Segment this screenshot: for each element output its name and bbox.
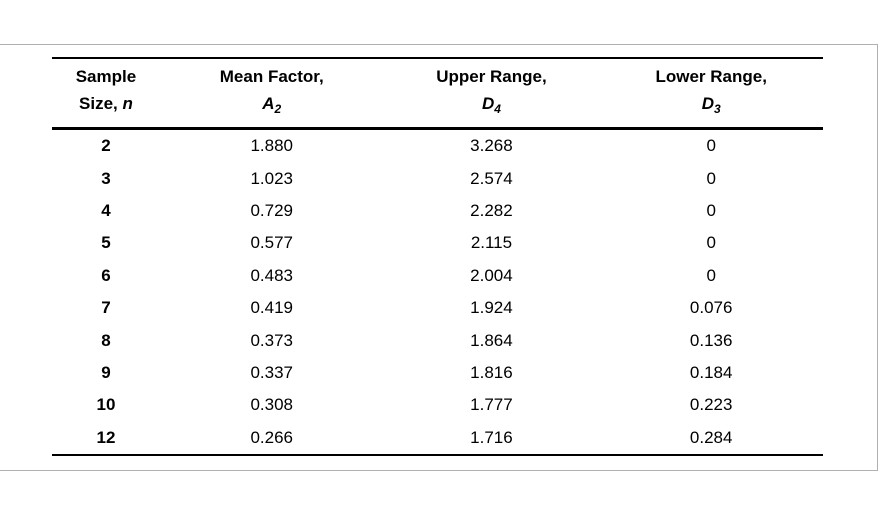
col-header-mean-factor-a2: Mean Factor, A2 <box>159 58 384 130</box>
cell-a2: 0.373 <box>250 330 293 350</box>
cell-d3: 0.223 <box>689 395 733 415</box>
control-chart-factors-table: Sample Size, n Mean Factor, A2 Upper Ran… <box>52 57 823 456</box>
cell-d3: 0 <box>706 233 716 253</box>
variable-d: D <box>701 94 714 113</box>
cell-d3: 0 <box>706 168 716 188</box>
cell-d3: 0 <box>706 265 716 285</box>
cell-d3: 0.076 <box>689 298 733 318</box>
table-row: 3 1.023 2.574 0 <box>52 162 823 194</box>
header-line1: Mean Factor, <box>219 67 324 86</box>
col-header-lower-range-d3: Lower Range, D3 <box>599 58 823 130</box>
col-header-sample-size: Sample Size, n <box>52 58 160 130</box>
cell-sample-size: 8 <box>101 330 111 350</box>
cell-a2: 1.880 <box>250 136 293 156</box>
cell-sample-size: 7 <box>101 298 111 318</box>
cell-d3: 0.184 <box>689 362 733 382</box>
header-line2: D4 <box>384 90 600 123</box>
variable-a-subscript: 2 <box>274 102 282 116</box>
cell-sample-size: 6 <box>101 265 111 285</box>
cell-a2: 0.577 <box>250 233 293 253</box>
cell-d4: 1.924 <box>470 298 513 318</box>
cell-d3: 0.284 <box>689 427 733 447</box>
cell-d4: 1.816 <box>470 362 513 382</box>
table-row: 6 0.483 2.004 0 <box>52 260 823 292</box>
variable-d: D <box>481 94 495 113</box>
cell-a2: 0.419 <box>250 298 293 318</box>
header-line2: Size, n <box>52 90 160 123</box>
table-row: 10 0.308 1.777 0.223 <box>52 389 823 421</box>
header-line2: D3 <box>599 90 823 123</box>
header-line1: Upper Range, <box>436 67 547 86</box>
table-body: 2 1.880 3.268 0 3 1.023 2.574 0 4 0.729 2.282 0 5 0.5… <box>52 129 823 455</box>
cell-a2: 1.023 <box>250 168 293 188</box>
variable-n: n <box>122 94 133 113</box>
header-line1: Lower Range, <box>655 67 767 86</box>
cell-sample-size: 12 <box>96 427 116 447</box>
cell-d4: 3.268 <box>470 136 513 156</box>
variable-d-subscript: 3 <box>713 102 721 116</box>
cell-a2: 0.266 <box>250 427 293 447</box>
table-row: 7 0.419 1.924 0.076 <box>52 292 823 324</box>
table-row: 4 0.729 2.282 0 <box>52 195 823 227</box>
cell-sample-size: 3 <box>101 168 111 188</box>
cell-d4: 2.282 <box>470 200 513 220</box>
header-row: Sample Size, n Mean Factor, A2 Upper Ran… <box>52 58 823 130</box>
cell-d4: 1.864 <box>470 330 513 350</box>
table-row: 12 0.266 1.716 0.284 <box>52 422 823 455</box>
table-header: Sample Size, n Mean Factor, A2 Upper Ran… <box>52 58 823 130</box>
cell-sample-size: 5 <box>101 233 111 253</box>
cell-d4: 2.115 <box>470 233 513 253</box>
variable-a: A <box>262 94 275 113</box>
table-row: 8 0.373 1.864 0.136 <box>52 324 823 356</box>
cell-sample-size: 10 <box>96 395 116 415</box>
cell-a2: 0.483 <box>250 265 293 285</box>
cell-sample-size: 2 <box>101 136 111 156</box>
cell-d4: 2.574 <box>470 168 513 188</box>
header-line2-text: Size, <box>79 94 123 113</box>
table-row: 2 1.880 3.268 0 <box>52 129 823 163</box>
table-row: 5 0.577 2.115 0 <box>52 227 823 259</box>
cell-d4: 2.004 <box>470 265 513 285</box>
cell-a2: 0.308 <box>250 395 293 415</box>
cell-a2: 0.729 <box>250 200 293 220</box>
col-header-upper-range-d4: Upper Range, D4 <box>383 58 600 130</box>
cell-d4: 1.777 <box>470 395 513 415</box>
header-line1: Sample <box>75 67 137 86</box>
header-line2: A2 <box>160 90 384 123</box>
cell-sample-size: 9 <box>101 362 111 382</box>
variable-d-subscript: 4 <box>494 102 501 116</box>
cell-sample-size: 4 <box>101 200 111 220</box>
cell-d4: 1.716 <box>470 427 513 447</box>
cell-d3: 0.136 <box>689 330 733 350</box>
cell-d3: 0 <box>706 200 716 220</box>
cell-a2: 0.337 <box>250 362 293 382</box>
cell-d3: 0 <box>706 136 716 156</box>
table-row: 9 0.337 1.816 0.184 <box>52 357 823 389</box>
